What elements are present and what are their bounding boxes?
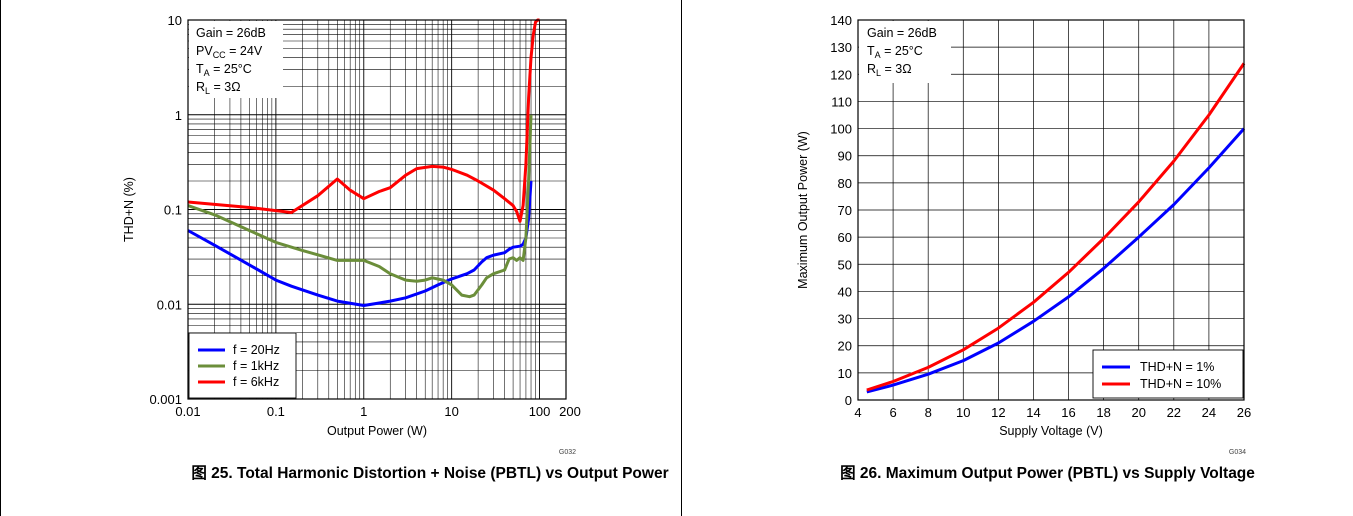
y-tick-label: 50 [838,257,852,272]
x-tick-label: 100 [529,404,551,419]
series-line-1 [187,114,533,299]
annotation-rest: = 24V [226,44,263,58]
x-tick-label: 4 [854,405,861,420]
annotation-subscript: CC [213,50,226,60]
y-tick-label: 30 [838,312,852,327]
plot-border [857,19,1245,401]
figure-caption-25: 图 25. Total Harmonic Distortion + Noise … [191,465,669,482]
condition-annotation: PVCC = 24V [196,44,263,60]
y-tick-label: 110 [831,94,852,109]
x-axis-label: Output Power (W) [327,424,427,438]
y-tick-label: 60 [838,230,852,245]
y-axis-label: THD+N (%) [122,177,136,242]
figure-code: G034 [1229,449,1246,456]
series-line-2 [187,18,540,223]
series-line-0 [187,180,533,307]
y-tick-label: 70 [838,203,852,218]
legend-label: THD+N = 1% [1140,360,1214,374]
annotation-text: R [867,62,876,76]
x-tick-label: 26 [1237,405,1251,420]
annotation-rest: = 25°C [881,44,923,58]
plot-border [187,19,567,400]
annotation-rest: = 3Ω [210,80,241,94]
y-tick-label: 0.1 [164,203,182,218]
annotation-text: Gain = 26dB [196,26,266,40]
y-tick-label: 0.01 [157,297,182,312]
y-tick-label: 0 [845,393,852,408]
annotation-rest: = 3Ω [881,62,912,76]
annotation-text: Gain = 26dB [867,26,937,40]
y-tick-label: 90 [838,149,852,164]
figure-code: G032 [559,449,576,456]
y-tick-label: 100 [830,122,852,137]
annotation-subscript: A [875,50,881,60]
chart-panel-thdn: Gain = 26dB PVCC = 24V TA = 25°C RL = 3Ω f =… [122,13,669,482]
frame-left-border [0,0,1,516]
annotation-text: T [196,62,204,76]
legend-box [1092,349,1244,399]
condition-annotation: RL = 3Ω [867,62,912,78]
x-tick-label: 12 [991,405,1005,420]
annotation-text: R [196,80,205,94]
x-tick-label: 0.1 [267,404,285,419]
condition-annotation: TA = 25°C [196,62,252,78]
legend-label: f = 1kHz [233,359,279,373]
x-tick-label: 10 [956,405,970,420]
annotation-subscript: L [876,68,881,78]
x-axis-label: Supply Voltage (V) [999,424,1103,438]
y-tick-label: 20 [838,339,852,354]
figure-caption-26: 图 26. Maximum Output Power (PBTL) vs Sup… [840,465,1255,482]
thdn-vs-output-power-chart: Gain = 26dB PVCC = 24V TA = 25°C RL = 3Ω f =… [122,13,581,456]
x-tick-label: 8 [925,405,932,420]
annotation-box [189,21,283,98]
annotation-text: T [867,44,875,58]
annotation-rest: = 25°C [210,62,252,76]
frame-divider [681,0,682,516]
annotation-subscript: A [204,68,210,78]
y-tick-label: 130 [830,40,852,55]
x-tick-label: 10 [444,404,458,419]
legend-label: f = 20Hz [233,343,280,357]
series-line-0 [866,127,1246,394]
y-tick-label: 120 [830,67,852,82]
max-power-vs-supply-chart: Gain = 26dB TA = 25°C RL = 3Ω THD+N = 1% THD… [796,13,1251,456]
y-tick-label: 10 [168,13,182,28]
legend-label: f = 6kHz [233,375,279,389]
y-axis-label: Maximum Output Power (W) [796,131,810,289]
y-tick-label: 140 [830,13,852,28]
y-tick-label: 80 [838,176,852,191]
x-tick-label: 20 [1131,405,1145,420]
x-tick-label: 200 [559,404,581,419]
condition-annotation: TA = 25°C [867,44,923,60]
series-line-1 [866,62,1246,392]
annotation-text: PV [196,44,213,58]
condition-annotation: Gain = 26dB [196,26,266,40]
x-tick-label: 1 [360,404,367,419]
y-tick-label: 40 [838,284,852,299]
y-tick-label: 10 [838,366,852,381]
x-tick-label: 6 [889,405,896,420]
chart-panel-max-power: Gain = 26dB TA = 25°C RL = 3Ω THD+N = 1% THD… [682,0,1353,516]
y-tick-label: 1 [175,108,182,123]
x-tick-label: 0.01 [175,404,200,419]
x-tick-label: 24 [1202,405,1216,420]
y-tick-label: 0.001 [149,392,182,407]
annotation-box [859,21,951,83]
x-tick-label: 14 [1026,405,1040,420]
x-tick-label: 16 [1061,405,1075,420]
legend-label: THD+N = 10% [1140,377,1221,391]
x-tick-label: 22 [1167,405,1181,420]
x-tick-label: 18 [1096,405,1110,420]
condition-annotation: RL = 3Ω [196,80,241,96]
condition-annotation: Gain = 26dB [867,26,937,40]
annotation-subscript: L [205,86,210,96]
